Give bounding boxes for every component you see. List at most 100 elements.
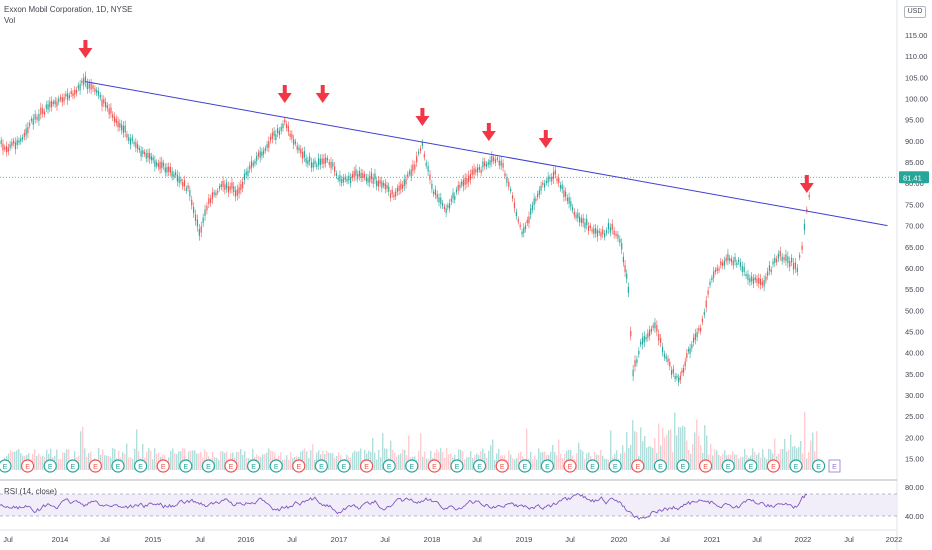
candle-body (253, 163, 254, 166)
candle-body (442, 203, 443, 206)
candle-body (426, 163, 427, 166)
candle-body (717, 268, 718, 271)
candle-body (286, 124, 287, 128)
candle-body (760, 279, 761, 285)
volume-bar (34, 449, 35, 470)
candle-body (753, 278, 754, 283)
candle-body (778, 254, 779, 259)
price-tick-label: 30.00 (905, 391, 924, 400)
candle-body (76, 90, 77, 94)
symbol-title[interactable]: Exxon Mobil Corporation, 1D, NYSE (4, 4, 133, 15)
time-tick-label: Jul (844, 535, 854, 544)
candle-body (537, 194, 538, 197)
volume-bar (492, 439, 493, 470)
candle-body (235, 191, 236, 197)
candle-body (644, 336, 645, 343)
candle-body (604, 233, 605, 237)
time-tick-label: Jul (287, 535, 297, 544)
candle-body (18, 140, 19, 142)
candle-body (508, 182, 509, 187)
volume-bar (86, 457, 87, 470)
earnings-icon-glyph: E (816, 464, 821, 471)
earnings-icon-glyph: E (590, 464, 595, 471)
candle-body (459, 185, 460, 188)
volume-bar (446, 448, 447, 470)
candle-body (83, 78, 84, 85)
candle-body (461, 182, 462, 185)
candle-body (479, 167, 480, 170)
candle-body (619, 239, 620, 243)
volume-bar (62, 452, 63, 470)
candle-body (440, 198, 441, 204)
time-tick-label: 2019 (516, 535, 533, 544)
down-arrow-marker (800, 175, 814, 193)
candle-body (502, 163, 503, 168)
volume-bar (554, 452, 555, 470)
candle-body (640, 342, 641, 345)
down-arrow-marker (539, 130, 553, 148)
candle-body (282, 124, 283, 128)
earnings-icon-glyph: E (409, 464, 414, 471)
candle-body (698, 328, 699, 331)
rsi-level-label: 80.00 (905, 483, 924, 492)
candle-body (638, 351, 639, 355)
volume-bar (82, 426, 83, 470)
candle-body (681, 370, 682, 372)
candle-body (683, 368, 684, 372)
candle-body (656, 325, 657, 331)
candle-body (46, 105, 47, 109)
candle-body (316, 165, 317, 167)
candle-body (116, 119, 117, 123)
volume-bar (354, 451, 355, 470)
volume-label[interactable]: Vol (4, 15, 133, 26)
candle-body (780, 251, 781, 256)
candle-body (809, 195, 810, 197)
candle-body (35, 114, 36, 119)
candle-body (20, 138, 21, 141)
candle-body (724, 261, 725, 266)
down-arrow-marker (78, 40, 92, 58)
time-tick-label: Jul (380, 535, 390, 544)
candle-body (240, 184, 241, 190)
candle-body (523, 227, 524, 233)
volume-bar (580, 449, 581, 470)
candle-body (2, 144, 3, 151)
candle-body (254, 161, 255, 164)
candle-body (359, 171, 360, 176)
candle-body (334, 166, 335, 172)
candle-body (1, 140, 2, 144)
candle-body (581, 218, 582, 222)
currency-button[interactable]: USD (904, 6, 926, 18)
candle-body (309, 157, 310, 162)
volume-bar (108, 456, 109, 470)
candle-body (481, 170, 482, 173)
price-tick-label: 75.00 (905, 200, 924, 209)
candle-body (484, 162, 485, 166)
candle-body (729, 258, 730, 261)
candle-body (237, 189, 238, 195)
candle-body (173, 174, 174, 177)
volume-bar (216, 458, 217, 470)
candle-body (722, 262, 723, 266)
candle-body (385, 183, 386, 189)
volume-bar (398, 455, 399, 470)
candle-body (595, 228, 596, 233)
volume-bar (808, 452, 809, 470)
price-tick-label: 90.00 (905, 137, 924, 146)
candle-body (228, 186, 229, 192)
volume-bar (532, 459, 533, 470)
arrow-head (78, 48, 92, 58)
volume-bar (106, 456, 107, 470)
volume-bar (266, 453, 267, 470)
candle-body (177, 175, 178, 182)
volume-bar (12, 452, 13, 470)
rsi-label[interactable]: RSI (14, close) (4, 487, 57, 496)
candle-body (107, 105, 108, 108)
candle-body (242, 182, 243, 188)
candle-body (323, 158, 324, 164)
volume-bar (762, 449, 763, 470)
candle-body (660, 338, 661, 343)
price-tick-label: 35.00 (905, 370, 924, 379)
candle-body (314, 161, 315, 165)
